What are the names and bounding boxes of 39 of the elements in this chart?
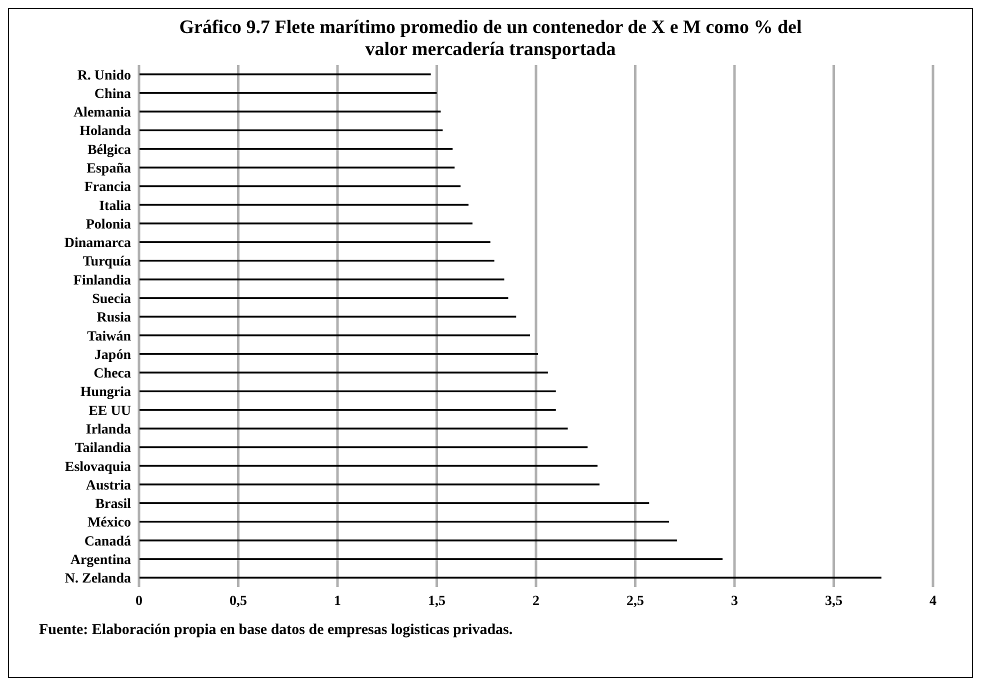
x-tick-label: 2 bbox=[532, 594, 540, 609]
y-tick-label: Eslovaquia bbox=[64, 460, 131, 475]
y-tick-label: N. Zelanda bbox=[64, 572, 131, 587]
x-tick-label: 4 bbox=[930, 594, 936, 609]
y-tick-label: Rusia bbox=[96, 310, 131, 326]
y-tick-label: Turquía bbox=[82, 254, 131, 270]
x-tick-label: 1,5 bbox=[428, 594, 446, 609]
y-tick-label: Taiwán bbox=[87, 329, 132, 344]
y-tick-label: Bélgica bbox=[87, 142, 131, 158]
y-tick-label: Holanda bbox=[80, 124, 131, 140]
y-tick-label: Irlanda bbox=[86, 422, 131, 438]
source-note: Fuente: Elaboración propia en base datos de empresas logisticas privadas. bbox=[39, 621, 514, 639]
chart-title: Gráfico 9.7 Flete marítimo promedio de un contenedor de X e M como % del valor mercadería transportada bbox=[178, 17, 803, 61]
y-tick-label: Dinamarca bbox=[64, 236, 131, 252]
y-tick-label: Francia bbox=[84, 180, 131, 196]
x-tick-label: 3,5 bbox=[825, 594, 842, 609]
y-tick-label: Finlandia bbox=[73, 273, 131, 288]
y-tick-label: Brasil bbox=[95, 497, 132, 512]
y-tick-label: Polonia bbox=[86, 217, 131, 232]
y-tick-label: Alemania bbox=[73, 106, 131, 121]
y-tick-label: Suecia bbox=[92, 292, 131, 308]
y-tick-label: México bbox=[87, 516, 131, 531]
x-tick-label: 2,5 bbox=[626, 594, 644, 609]
y-tick-label: Austria bbox=[86, 478, 131, 494]
y-tick-label: Japón bbox=[94, 348, 132, 363]
y-tick-label: Canadá bbox=[84, 534, 131, 550]
x-tick-label: 1 bbox=[334, 594, 341, 609]
y-tick-label: Italia bbox=[99, 198, 131, 214]
y-tick-label: Tailandia bbox=[74, 441, 131, 456]
y-tick-label: España bbox=[86, 162, 131, 177]
y-tick-label: Argentina bbox=[70, 553, 131, 568]
y-tick-label: EE UU bbox=[88, 404, 131, 419]
y-tick-label: Checa bbox=[94, 366, 131, 382]
y-tick-label: Hungria bbox=[80, 385, 131, 400]
x-tick-label: 3 bbox=[731, 594, 738, 609]
x-tick-label: 0 bbox=[136, 594, 142, 609]
x-tick-label: 0,5 bbox=[230, 594, 247, 609]
y-tick-label: China bbox=[94, 86, 131, 102]
y-tick-label: R. Unido bbox=[77, 68, 131, 84]
